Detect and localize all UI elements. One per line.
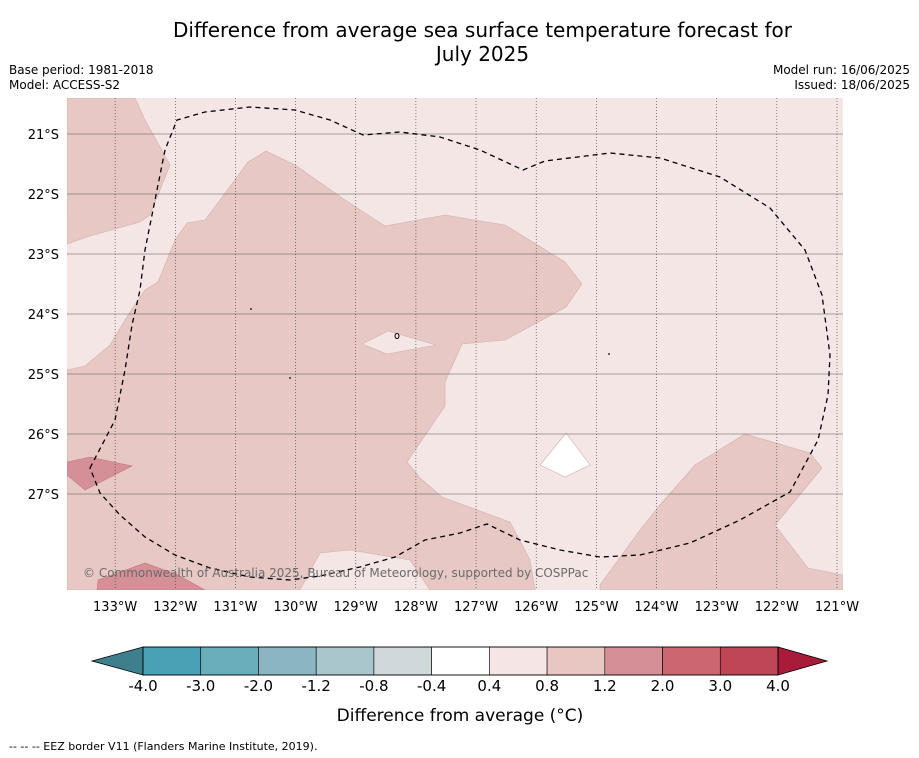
colorbar-tick-label: 0.4 [477,677,501,695]
title-line-1: Difference from average sea surface temp… [172,18,792,42]
y-tick-label: 24°S [28,308,59,323]
colorbar-tick-label: 0.8 [535,677,559,695]
y-tick-label: 22°S [28,188,59,203]
colorbar-block [604,646,663,676]
anomaly-region-southeast [599,433,843,590]
colorbar: -4.0 -3.0 -2.0 -1.2 -0.8 -0.4 0.4 0.8 1.2 2.0 3.0 4… [90,646,829,726]
colorbar-tick-label: -3.0 [186,677,215,695]
title-line-2: July 2025 [435,42,530,66]
meta-left: Base period: 1981-2018 Model: ACCESS-S2 [9,63,154,93]
colorbar-tick-labels: -4.0 -3.0 -2.0 -1.2 -0.8 -0.4 0.4 0.8 1.2 2.0 3.0 4… [128,677,790,695]
colorbar-title: Difference from average (°C) [337,706,584,726]
x-tick-label: 121°W [815,600,859,615]
colorbar-tick-label: 2.0 [651,677,675,695]
colorbar-block [373,646,432,676]
colorbar-tick-label: -4.0 [128,677,157,695]
y-tick-label: 26°S [28,428,59,443]
x-tick-label: 124°W [634,600,678,615]
colorbar-block [258,646,317,676]
island-2 [250,308,252,310]
y-tick-label: 27°S [28,488,59,503]
y-tick-label: 25°S [28,368,59,383]
colorbar-block [662,646,721,676]
anomaly-hole-central [361,330,437,355]
anomaly-patch-near-average [539,432,591,478]
chart-title: Difference from average sea surface temp… [120,18,845,66]
x-tick-label: 130°W [274,600,318,615]
model-run-label: Model run: 16/06/2025 [772,63,910,77]
colorbar-tick-label: -2.0 [244,677,273,695]
colorbar-tick-label: -0.8 [359,677,388,695]
colorbar-block [431,646,490,676]
colorbar-block [142,646,202,676]
colorbar-tick-label: 3.0 [708,677,732,695]
x-tick-label: 123°W [695,600,739,615]
colorbar-blocks [142,646,779,676]
colorbar-outline [142,646,779,676]
anomaly-cutout-south [299,549,431,590]
island-3 [289,377,291,379]
x-tick-label: 125°W [574,600,618,615]
x-tick-label: 126°W [514,600,558,615]
island-4 [608,353,610,355]
x-tick-label: 131°W [213,600,257,615]
colorbar-tick-label: 4.0 [766,677,790,695]
colorbar-tick-label: -1.2 [302,677,331,695]
colorbar-tick-label: 1.2 [593,677,617,695]
y-tick-label: 23°S [28,248,59,263]
eez-border [89,106,831,581]
colorbar-block [719,646,779,676]
anomaly-patch-strong-west [67,456,133,491]
y-tick-labels: 21°S 22°S 23°S 24°S 25°S 26°S 27°S [28,128,59,503]
x-tick-label: 127°W [454,600,498,615]
colorbar-block [546,646,606,676]
map-plot-area [67,98,843,590]
footer-note: -- -- -- EEZ border V11 (Flanders Marine… [9,740,318,753]
anomaly-region-northwest [67,98,171,245]
x-tick-label: 133°W [93,600,137,615]
x-tick-label: 128°W [394,600,438,615]
colorbar-block [489,646,548,676]
model-label: Model: ACCESS-S2 [9,78,121,92]
sst-anomaly-map: 133°W 132°W 131°W 130°W 129°W 128°W 127°W 126°W… [28,98,859,726]
x-tick-label: 132°W [153,600,197,615]
issued-label: Issued: 18/06/2025 [794,78,910,92]
copyright-text: © Commonwealth of Australia 2025, Bureau… [83,566,588,580]
base-period-label: Base period: 1981-2018 [9,63,154,77]
colorbar-tick-label: -0.4 [417,677,446,695]
anomaly-patch-strong-south [96,562,206,590]
colorbar-block [315,646,375,676]
x-tick-label: 122°W [755,600,799,615]
x-tick-labels: 133°W 132°W 131°W 130°W 129°W 128°W 127°W 126°W… [93,600,859,615]
meta-right: Model run: 16/06/2025 Issued: 18/06/2025 [773,63,910,93]
colorbar-below-extension [90,646,144,676]
gridlines [67,98,843,590]
colorbar-above-extension [777,646,829,676]
colorbar-block [200,646,259,676]
x-tick-label: 129°W [334,600,378,615]
y-tick-label: 21°S [28,128,59,143]
island-1 [394,333,400,339]
